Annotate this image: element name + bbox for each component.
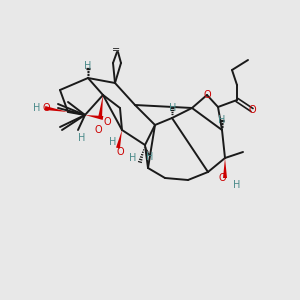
Polygon shape [98,95,103,118]
Text: H: H [33,103,41,113]
Text: H: H [169,103,177,113]
Polygon shape [85,115,103,120]
Text: O: O [94,125,102,135]
Polygon shape [45,106,68,112]
Polygon shape [116,130,122,148]
Text: O: O [218,173,226,183]
Polygon shape [223,158,227,178]
Text: O: O [103,117,111,127]
Text: =: = [112,45,120,55]
Text: O: O [116,147,124,157]
Text: H: H [109,137,117,147]
Text: H: H [146,152,154,162]
Text: H: H [78,133,86,143]
Text: H: H [129,153,137,163]
Text: O: O [203,90,211,100]
Text: H: H [218,115,226,125]
Text: O: O [248,105,256,115]
Text: O: O [42,103,50,113]
Text: H: H [233,180,241,190]
Text: H: H [84,61,92,71]
